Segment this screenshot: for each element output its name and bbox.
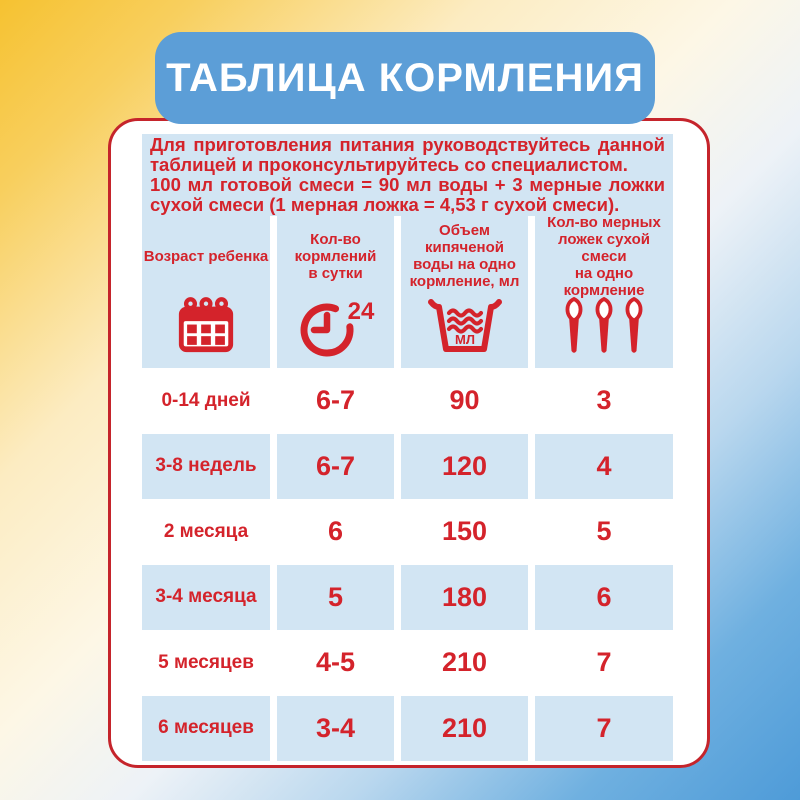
column-header-spoons: Кол-во мерных ложек сухой смеси на одно … (535, 213, 673, 368)
feedings-cell: 3-4 (277, 695, 394, 761)
age-cell: 6 месяцев (142, 695, 270, 761)
intro-line: Для приготовления питания руководствуйте… (150, 134, 665, 155)
calendar-icon (142, 296, 270, 368)
feedings-cell: 6-7 (315, 385, 356, 416)
intro-line: таблицей и проконсультируйтесь со специа… (150, 154, 628, 175)
spoons-cell: 4 (535, 433, 673, 499)
water-cell: 180 (401, 564, 528, 630)
spoons-cell: 7 (596, 647, 612, 678)
column-label: Кол-во мерных ложек сухой смеси на одно … (547, 213, 661, 299)
spoons-cell: 3 (596, 385, 612, 416)
column-header-water: Объем кипяченой воды на одно кормление, … (401, 216, 528, 368)
page-title: ТАБЛИЦА КОРМЛЕНИЯ (166, 55, 644, 100)
table-row: 3-4 месяца 5 180 6 (142, 564, 673, 630)
water-cell: 150 (441, 516, 488, 547)
intro-text-block: Для приготовления питания руководствуйте… (142, 134, 673, 216)
column-label: Кол-во кормлений в сутки (294, 230, 377, 282)
table-body: 0-14 дней 6-7 90 3 3-8 недель 6-7 120 4 … (142, 368, 673, 761)
table-header-row: Возраст ребенка (142, 213, 673, 368)
card-content: Для приготовления питания руководствуйте… (142, 134, 673, 761)
table-row: 2 месяца 6 150 5 (142, 499, 673, 565)
clock-24-icon: 24 (277, 296, 394, 368)
water-cell: 210 (401, 695, 528, 761)
age-cell: 3-8 недель (142, 433, 270, 499)
feeding-table-card: Для приготовления питания руководствуйте… (108, 118, 710, 768)
age-cell: 0-14 дней (161, 389, 251, 411)
age-cell: 5 месяцев (158, 651, 254, 673)
header-badge: ТАБЛИЦА КОРМЛЕНИЯ (155, 32, 655, 124)
spoons-cell: 7 (535, 695, 673, 761)
column-header-feedings: Кол-во кормлений в сутки 24 (277, 216, 394, 368)
spoons-cell: 5 (596, 516, 612, 547)
intro-line: сухой смеси (1 мерная ложка = 4,53 г сух… (150, 194, 620, 215)
water-cell: 210 (441, 647, 488, 678)
column-header-age: Возраст ребенка (142, 216, 270, 368)
feedings-cell: 6 (327, 516, 344, 547)
spoons-icon (535, 296, 673, 368)
column-label: Возраст ребенка (143, 247, 269, 265)
table-row: 6 месяцев 3-4 210 7 (142, 695, 673, 761)
table-row: 5 месяцев 4-5 210 7 (142, 630, 673, 696)
measuring-cup-icon: МЛ (401, 296, 528, 368)
spoons-cell: 6 (535, 564, 673, 630)
table-row: 0-14 дней 6-7 90 3 (142, 368, 673, 434)
feedings-cell: 4-5 (315, 647, 356, 678)
intro-line: 100 мл готовой смеси = 90 мл воды + 3 ме… (150, 174, 665, 195)
feedings-cell: 6-7 (277, 433, 394, 499)
column-label: Объем кипяченой воды на одно кормление, … (409, 222, 520, 290)
feedings-cell: 5 (277, 564, 394, 630)
age-cell: 3-4 месяца (142, 564, 270, 630)
cup-ml-label: МЛ (455, 332, 475, 347)
table-row: 3-8 недель 6-7 120 4 (142, 433, 673, 499)
water-cell: 120 (401, 433, 528, 499)
clock-24-label: 24 (347, 298, 374, 325)
water-cell: 90 (449, 385, 480, 416)
age-cell: 2 месяца (163, 520, 249, 542)
